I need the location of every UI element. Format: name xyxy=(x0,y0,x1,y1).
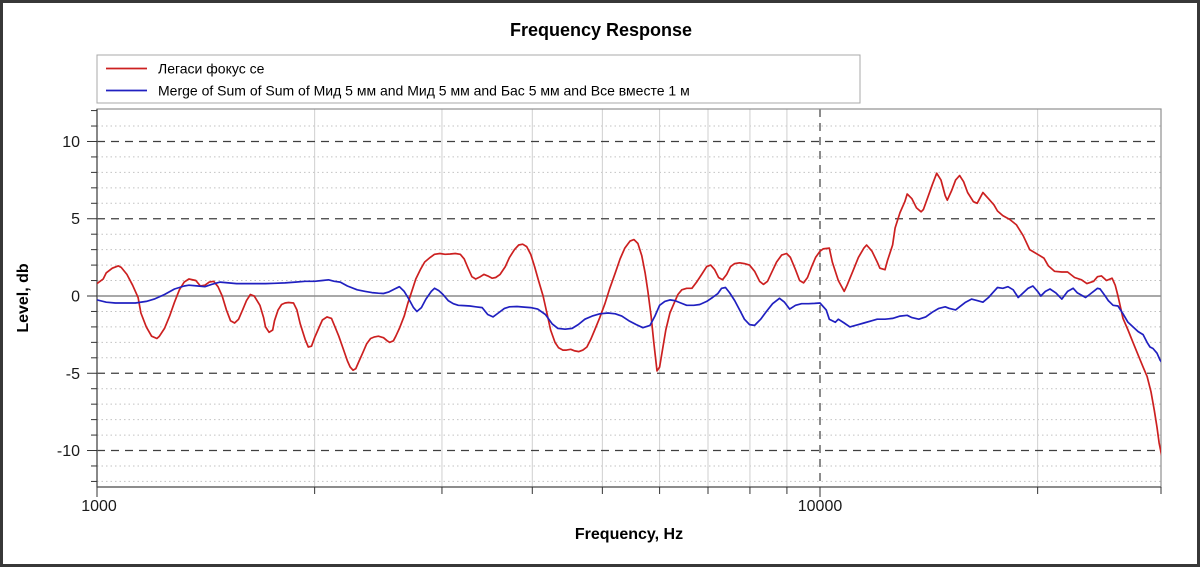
plot-area xyxy=(87,108,1162,497)
legend: Легаси фокус се Merge of Sum of Sum of М… xyxy=(96,54,861,104)
y-tick-label-10: 10 xyxy=(62,134,80,151)
y-tick-label-0: 0 xyxy=(71,289,80,306)
y-tick-label-5: 5 xyxy=(71,211,80,228)
y-axis-label: Level, db xyxy=(15,263,32,333)
series-curves xyxy=(97,172,1161,457)
legend-label-blue: Merge of Sum of Sum of Мид 5 мм and Мид … xyxy=(158,83,690,99)
x-tick-label-1000: 1000 xyxy=(81,498,117,515)
y-tick-label-neg10: -10 xyxy=(57,443,80,460)
legend-label-red: Легаси фокус се xyxy=(158,61,265,77)
x-axis-label: Frequency, Hz xyxy=(575,526,683,543)
chart-title: Frequency Response xyxy=(510,20,692,40)
series-line-0 xyxy=(97,172,1161,457)
series-line-1 xyxy=(97,278,1161,363)
y-tick-label-neg5: -5 xyxy=(66,366,80,383)
legend-box xyxy=(96,54,861,104)
x-tick-label-10000: 10000 xyxy=(798,498,843,515)
